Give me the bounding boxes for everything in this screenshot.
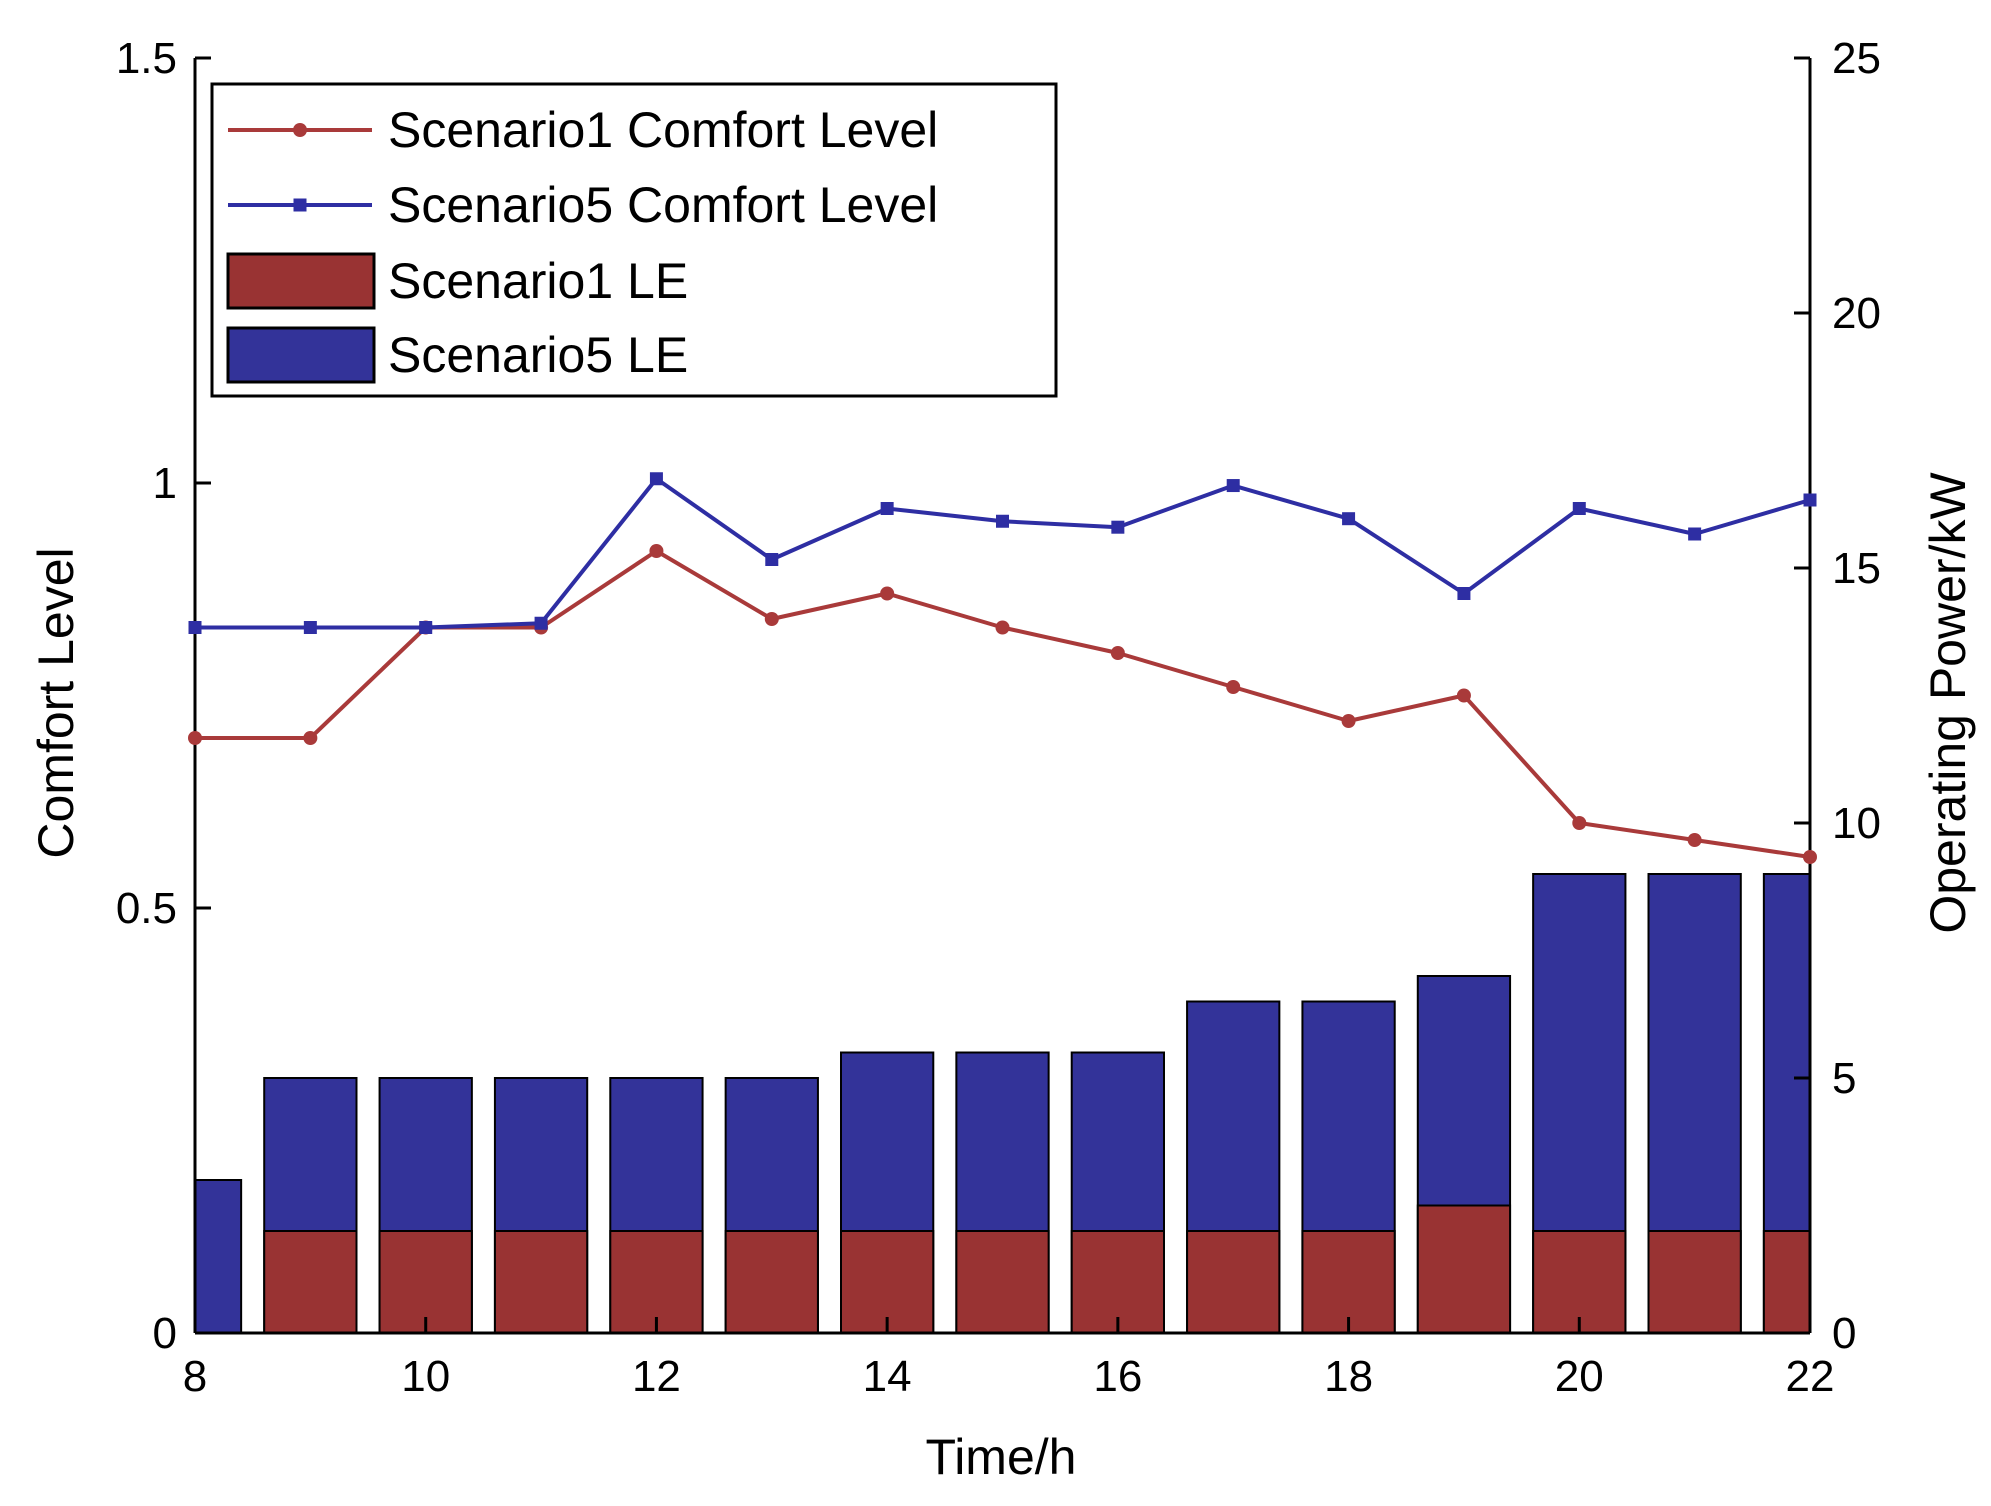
bar-scenario1-le-21 — [1647, 1230, 1742, 1333]
legend-swatch-scenario5-le — [226, 326, 376, 384]
y-left-tick-label-0.5: 0.5 — [116, 884, 177, 933]
point-scenario1-comfort-level-22 — [1803, 850, 1817, 864]
point-scenario1-comfort-level-14 — [880, 586, 895, 601]
y-right-tick-label-10: 10 — [1832, 799, 1881, 848]
point-scenario5-comfort-level-22 — [1803, 493, 1817, 507]
bar-scenario1-le-15 — [955, 1230, 1050, 1333]
y-right-tick-label-0: 0 — [1832, 1309, 1856, 1358]
point-scenario5-comfort-level-14 — [880, 502, 894, 515]
point-scenario1-comfort-level-16 — [1110, 646, 1125, 660]
x-tick-label-12: 12 — [632, 1352, 681, 1401]
point-scenario5-comfort-level-18 — [1342, 512, 1356, 526]
x-tick-label-20: 20 — [1555, 1352, 1604, 1401]
bar-scenario1-le-12 — [609, 1230, 704, 1333]
bars-layer — [195, 873, 1810, 1333]
point-scenario1-comfort-level-9 — [303, 731, 318, 745]
x-tick-label-14: 14 — [863, 1352, 912, 1401]
bar-scenario1-le-17 — [1186, 1230, 1281, 1333]
y-right-tick-label-20: 20 — [1832, 289, 1881, 338]
point-scenario1-comfort-level-12 — [649, 544, 664, 558]
point-scenario1-comfort-level-19 — [1456, 688, 1471, 703]
bar-scenario1-le-9 — [263, 1230, 358, 1333]
y-right-tick-label-5: 5 — [1832, 1054, 1856, 1103]
bar-scenario1-le-14 — [840, 1230, 935, 1333]
legend-label-scenario5-le: Scenario5 LE — [388, 327, 688, 383]
bar-scenario1-le-16 — [1070, 1230, 1165, 1333]
bar-scenario1-le-13 — [724, 1230, 819, 1333]
y-right-tick-label-25: 25 — [1832, 34, 1881, 83]
point-scenario5-comfort-level-16 — [1111, 520, 1125, 534]
point-scenario5-comfort-level-8 — [188, 621, 202, 634]
point-scenario5-comfort-level-13 — [765, 553, 779, 566]
point-scenario1-comfort-level-8 — [188, 731, 202, 745]
y-left-tick-label-0: 0 — [153, 1309, 177, 1358]
legend-swatch-scenario1-le — [226, 252, 376, 310]
bar-scenario1-le-18 — [1301, 1230, 1396, 1333]
legend-label-scenario1-comfort-level: Scenario1 Comfort Level — [388, 102, 938, 158]
point-scenario1-comfort-level-20 — [1572, 816, 1587, 830]
x-tick-label-18: 18 — [1324, 1352, 1373, 1401]
bar-scenario1-le-22 — [1762, 1230, 1810, 1333]
bar-scenario1-le-19 — [1416, 1204, 1512, 1333]
point-scenario5-comfort-level-19 — [1457, 587, 1471, 600]
x-axis-label: Time/h — [926, 1429, 1077, 1485]
point-scenario1-comfort-level-13 — [764, 612, 779, 626]
point-scenario5-comfort-level-20 — [1572, 502, 1586, 515]
legend-marker-scenario5-comfort-level — [293, 198, 307, 212]
point-scenario5-comfort-level-9 — [303, 621, 317, 634]
y-left-tick-label-1.5: 1.5 — [116, 34, 177, 83]
point-scenario5-comfort-level-21 — [1688, 527, 1702, 541]
point-scenario1-comfort-level-18 — [1341, 714, 1356, 728]
bar-scenario1-le-11 — [493, 1230, 589, 1333]
point-scenario1-comfort-level-17 — [1226, 680, 1241, 694]
point-scenario1-comfort-level-21 — [1687, 833, 1702, 847]
lines-layer — [188, 472, 1817, 864]
x-tick-label-10: 10 — [401, 1352, 450, 1401]
y-axis-right-label: Operating Power/kW — [1920, 472, 1976, 934]
bar-scenario1-le-20 — [1532, 1230, 1627, 1333]
legend-marker-scenario1-comfort-level — [293, 123, 307, 137]
y-right-tick-label-15: 15 — [1832, 544, 1881, 593]
legend-label-scenario5-comfort-level: Scenario5 Comfort Level — [388, 177, 938, 233]
legend-label-scenario1-le: Scenario1 LE — [388, 253, 688, 309]
x-tick-label-22: 22 — [1786, 1352, 1835, 1401]
point-scenario5-comfort-level-12 — [649, 472, 663, 486]
x-tick-label-8: 8 — [183, 1352, 207, 1401]
point-scenario5-comfort-level-10 — [419, 621, 433, 634]
point-scenario5-comfort-level-17 — [1226, 479, 1240, 493]
x-tick-label-16: 16 — [1093, 1352, 1142, 1401]
bar-scenario5-le-8 — [195, 1179, 243, 1333]
point-scenario1-comfort-level-15 — [995, 620, 1010, 635]
point-scenario5-comfort-level-11 — [534, 616, 548, 630]
legend: Scenario1 Comfort Level Scenario5 Comfort… — [210, 82, 1058, 398]
point-scenario5-comfort-level-15 — [996, 514, 1009, 528]
y-axis-left-label: Comfort Level — [28, 547, 84, 858]
y-left-tick-label-1: 1 — [153, 459, 177, 508]
bar-scenario1-le-10 — [378, 1230, 473, 1333]
